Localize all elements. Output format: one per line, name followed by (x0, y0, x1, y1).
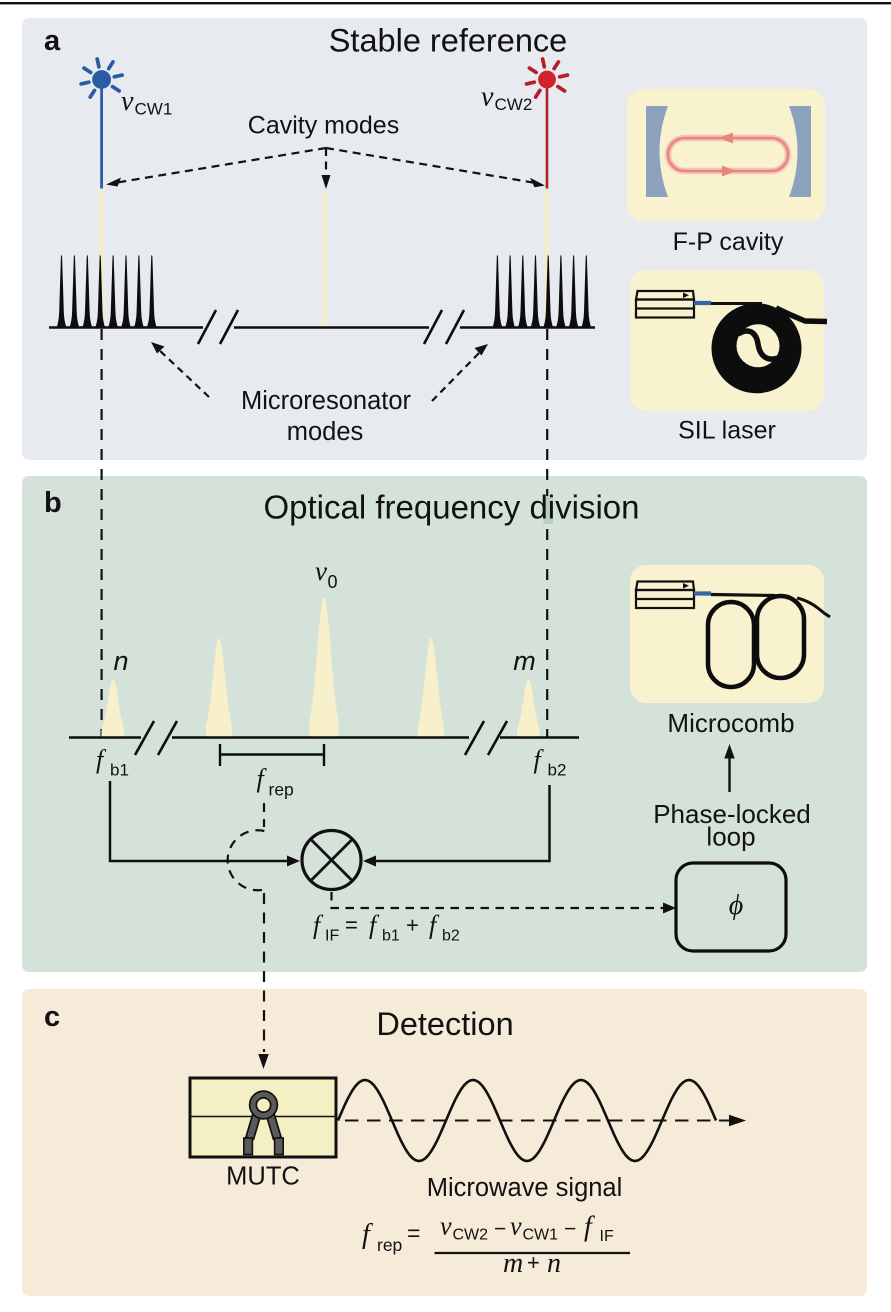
svg-text:CW1: CW1 (135, 100, 173, 119)
svg-text:a: a (44, 25, 61, 57)
svg-text:b1: b1 (110, 761, 129, 780)
svg-text:−: − (494, 1218, 506, 1241)
svg-text:c: c (44, 1001, 60, 1033)
svg-text:f: f (584, 1212, 595, 1243)
svg-text:f: f (362, 1219, 373, 1250)
svg-text:ν: ν (121, 86, 134, 117)
svg-text:Detection: Detection (376, 1006, 513, 1042)
svg-text:m: m (513, 646, 536, 676)
svg-text:b1: b1 (382, 928, 400, 945)
svg-text:IF: IF (325, 928, 339, 945)
svg-text:0: 0 (328, 572, 338, 592)
svg-text:Cavity modes: Cavity modes (248, 112, 399, 140)
svg-text:n: n (547, 1248, 561, 1279)
svg-text:MUTC: MUTC (226, 1163, 300, 1191)
svg-text:Microcomb: Microcomb (667, 708, 794, 738)
svg-text:m: m (503, 1248, 523, 1279)
svg-text:n: n (113, 646, 128, 676)
svg-text:f: f (313, 911, 324, 940)
svg-text:b: b (44, 487, 62, 519)
svg-text:CW1: CW1 (523, 1227, 559, 1244)
svg-text:f: f (96, 745, 107, 774)
svg-text:ν: ν (440, 1212, 452, 1241)
svg-text:+: + (406, 913, 419, 938)
svg-text:f: f (534, 745, 545, 774)
svg-text:Stable reference: Stable reference (329, 23, 567, 59)
svg-text:CW2: CW2 (453, 1227, 489, 1244)
svg-text:Microwave signal: Microwave signal (427, 1174, 623, 1202)
svg-text:SIL laser: SIL laser (678, 417, 776, 445)
svg-text:rep: rep (377, 1235, 402, 1255)
svg-text:−: − (564, 1218, 576, 1241)
svg-text:loop: loop (706, 822, 755, 852)
svg-text:b2: b2 (548, 761, 567, 780)
svg-text:ν: ν (510, 1212, 522, 1241)
svg-text:=: = (345, 913, 358, 938)
svg-text:f: f (369, 911, 380, 940)
svg-text:+: + (527, 1250, 540, 1275)
svg-text:f: f (257, 764, 268, 793)
svg-text:Phase-locked: Phase-locked (653, 799, 811, 829)
svg-text:Optical frequency division: Optical frequency division (263, 489, 639, 526)
svg-text:F-P cavity: F-P cavity (673, 228, 784, 256)
svg-text:modes: modes (287, 418, 364, 446)
svg-text:rep: rep (269, 780, 294, 800)
svg-text:ν: ν (315, 556, 327, 586)
svg-text:CW2: CW2 (495, 95, 533, 114)
svg-text:Microresonator: Microresonator (241, 387, 412, 415)
svg-text:b2: b2 (442, 928, 460, 945)
svg-text:f: f (429, 911, 440, 940)
svg-text:ν: ν (481, 82, 494, 113)
svg-text:IF: IF (600, 1228, 614, 1245)
svg-text:ϕ: ϕ (729, 890, 744, 921)
svg-text:=: = (407, 1220, 420, 1246)
